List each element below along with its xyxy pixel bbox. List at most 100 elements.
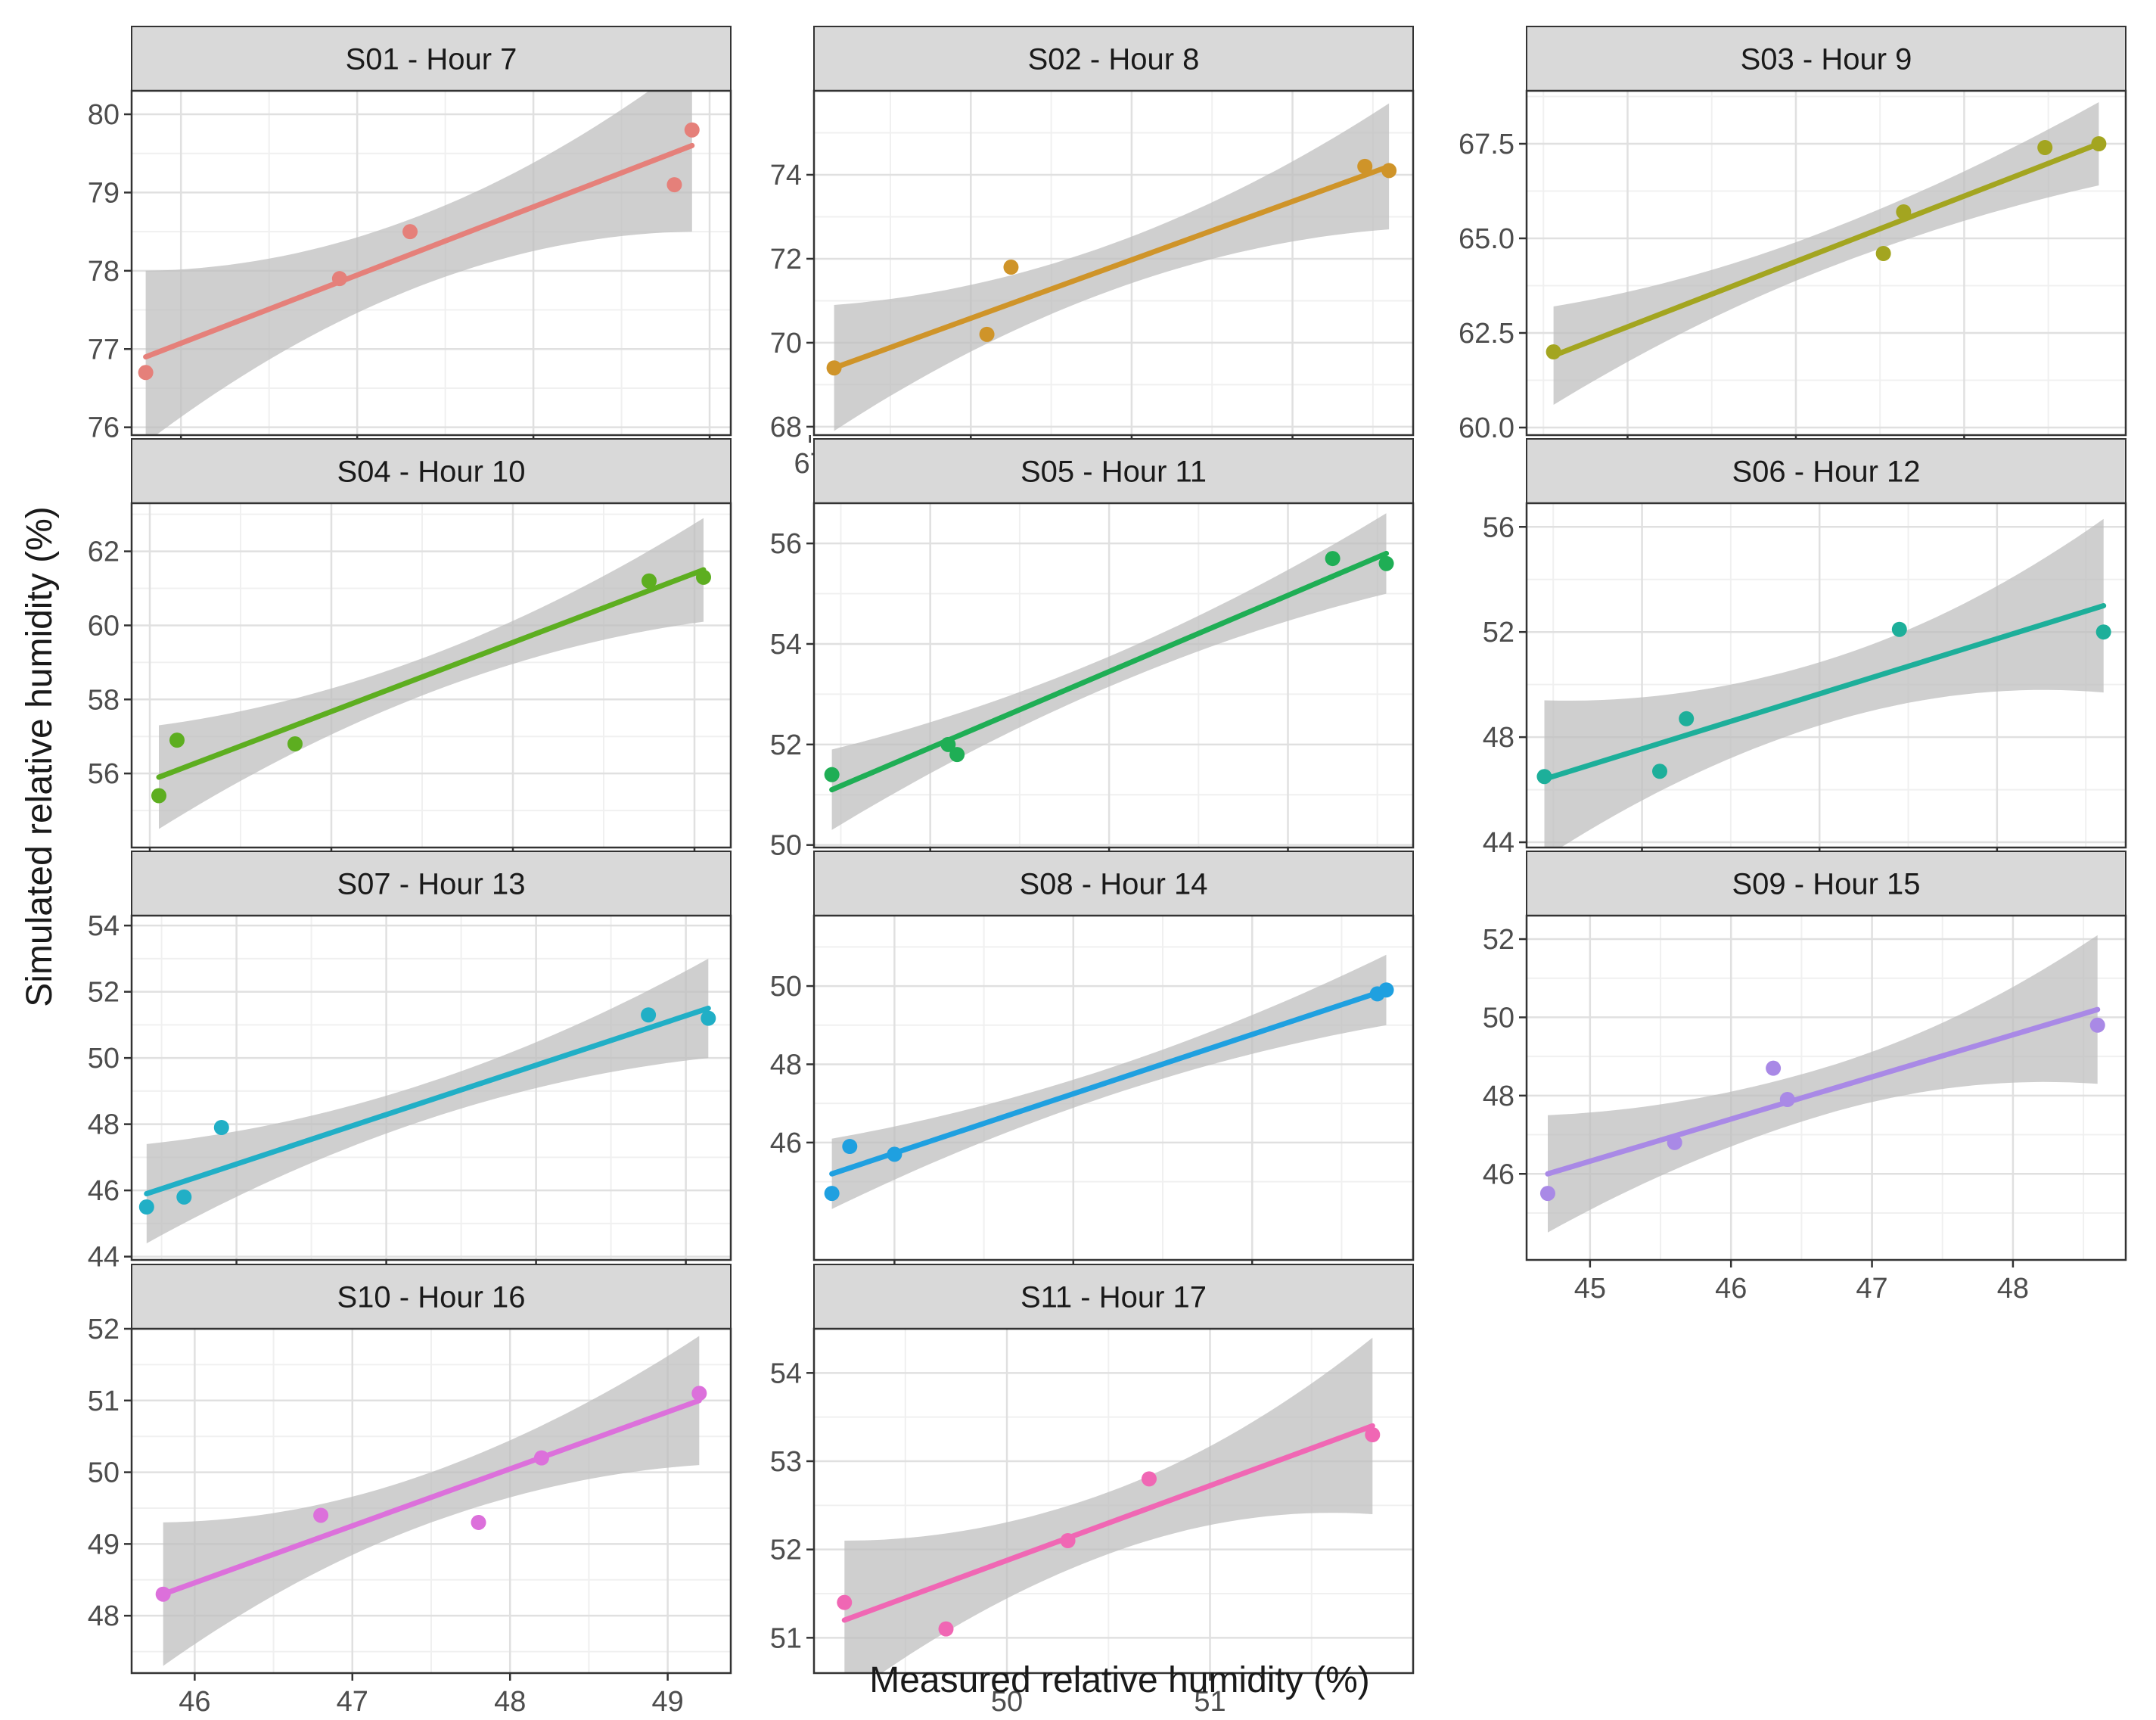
data-point xyxy=(684,122,700,138)
regression-line xyxy=(829,987,1390,1177)
data-point xyxy=(151,788,166,804)
y-tick-label: 54 xyxy=(88,910,120,942)
data-point xyxy=(331,271,347,287)
data-point xyxy=(1896,204,1912,219)
panel-1: S01 - Hour 7767778797677787980 xyxy=(88,26,732,480)
confidence-band xyxy=(844,1337,1373,1673)
data-point xyxy=(1652,764,1667,779)
y-tick-label: 46 xyxy=(88,1175,120,1207)
x-tick-label: 47 xyxy=(337,1686,368,1718)
data-point xyxy=(2091,136,2107,151)
data-point xyxy=(701,1010,716,1026)
y-tick-label: 52 xyxy=(770,729,802,761)
data-point xyxy=(213,1120,229,1135)
y-tick-label: 78 xyxy=(88,256,120,288)
panel-9: S09 - Hour 15 45 46 47 48 46 48 50 52 xyxy=(1483,851,2127,1305)
y-tick-label: 52 xyxy=(88,1314,120,1345)
regression-line xyxy=(841,1423,1375,1623)
y-tick-label: 79 xyxy=(88,177,120,209)
panel-content xyxy=(132,1329,731,1673)
y-tick-label: 56 xyxy=(770,528,802,560)
panel-5: S05 - Hour 1150525450525456 xyxy=(770,438,1415,892)
y-tick-label: 58 xyxy=(88,684,120,716)
y-tick-label: 60.0 xyxy=(1459,412,1514,444)
data-point xyxy=(938,1621,954,1637)
facet-strip xyxy=(813,1264,1414,1330)
data-point xyxy=(940,736,956,752)
panel-content xyxy=(1527,91,2126,435)
x-tick-label: 48 xyxy=(494,1686,526,1718)
data-point xyxy=(1378,555,1394,571)
facet-strip xyxy=(1526,26,2126,92)
data-point xyxy=(169,732,185,748)
y-tick-label: 48 xyxy=(1483,1081,1514,1112)
panel-content xyxy=(814,1329,1413,1673)
facet-title: S11 - Hour 17 xyxy=(1021,1281,1207,1314)
y-tick-label: 44 xyxy=(88,1242,120,1274)
data-point xyxy=(1546,344,1561,359)
regression-line xyxy=(144,1006,711,1196)
y-tick-label: 72 xyxy=(770,244,802,275)
data-point xyxy=(842,1139,858,1155)
panel-content xyxy=(814,503,1413,848)
y-tick-label: 48 xyxy=(770,1049,802,1081)
facet-strip xyxy=(1526,851,2126,916)
y-tick-label: 48 xyxy=(88,1109,120,1141)
facet-strip xyxy=(131,1264,732,1330)
regression-line xyxy=(1551,141,2102,359)
panel-8: S08 - Hour 14424446464850 xyxy=(770,851,1415,1305)
data-point xyxy=(1536,769,1552,785)
x-axis-title: Measured relative humidity (%) xyxy=(869,1660,1370,1700)
facet-strip xyxy=(131,438,732,504)
y-tick-label: 77 xyxy=(88,334,120,365)
data-point xyxy=(313,1507,329,1523)
facet-title: S03 - Hour 9 xyxy=(1741,43,1912,76)
facet-strip xyxy=(1526,438,2126,504)
regression-line xyxy=(831,163,1392,371)
data-point xyxy=(949,747,965,763)
data-point xyxy=(1141,1471,1157,1487)
panel-content xyxy=(814,91,1413,435)
regression-line xyxy=(1545,1006,2101,1177)
panel-content xyxy=(1527,916,2126,1260)
y-tick-label: 48 xyxy=(88,1600,120,1632)
y-tick-label: 62 xyxy=(88,537,120,568)
y-tick-label: 76 xyxy=(88,412,120,444)
y-tick-label: 50 xyxy=(770,830,802,862)
x-tick-label: 46 xyxy=(179,1686,210,1718)
facet-title: S09 - Hour 15 xyxy=(1732,868,1920,901)
data-point xyxy=(533,1450,549,1466)
panel-content xyxy=(132,503,731,848)
x-tick-label: 46 xyxy=(1715,1273,1747,1305)
data-point xyxy=(402,224,418,240)
data-point xyxy=(887,1146,902,1162)
panel-frame xyxy=(1525,914,2127,1261)
data-point xyxy=(666,177,682,193)
data-point xyxy=(1378,982,1394,998)
facet-strip xyxy=(813,438,1414,504)
facet-title: S07 - Hour 13 xyxy=(337,868,525,901)
panel-6: S06 - Hour 1246485044485256 xyxy=(1483,438,2127,892)
panel-content xyxy=(132,91,731,435)
y-tick-label: 52 xyxy=(1483,924,1514,956)
data-point xyxy=(641,1007,657,1023)
panel-frame xyxy=(130,89,732,437)
facet-strip xyxy=(131,26,732,92)
facet-title: S08 - Hour 14 xyxy=(1019,868,1207,901)
data-point xyxy=(824,1186,840,1202)
data-point xyxy=(1779,1092,1795,1108)
facet-strip xyxy=(131,851,732,916)
y-axis-title: Simulated relative humidity (%) xyxy=(20,506,60,1007)
panel-frame xyxy=(812,89,1415,437)
data-point xyxy=(691,1386,707,1401)
regression-line xyxy=(143,142,695,360)
y-tick-label: 70 xyxy=(770,328,802,359)
y-tick-label: 68 xyxy=(770,412,802,443)
y-tick-label: 50 xyxy=(1483,1002,1514,1034)
panel-4: S04 - Hour 105456586056586062 xyxy=(88,438,732,892)
y-tick-label: 67.5 xyxy=(1459,129,1514,160)
data-point xyxy=(138,1199,154,1215)
data-point xyxy=(155,1586,171,1602)
facet-title: S10 - Hour 16 xyxy=(337,1281,525,1314)
